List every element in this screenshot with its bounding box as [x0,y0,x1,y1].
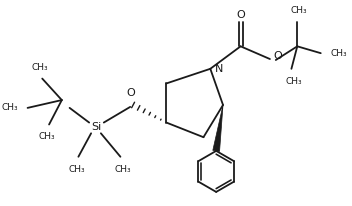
Text: O: O [127,88,136,98]
Text: CH₃: CH₃ [114,165,131,174]
Text: CH₃: CH₃ [39,132,56,141]
Text: CH₃: CH₃ [68,165,85,174]
Text: Si: Si [91,122,101,132]
Text: CH₃: CH₃ [285,77,302,86]
Polygon shape [213,105,223,151]
Text: CH₃: CH₃ [331,49,347,58]
Text: CH₃: CH₃ [1,103,18,112]
Text: O: O [236,10,245,20]
Text: CH₃: CH₃ [291,6,308,15]
Text: CH₃: CH₃ [32,63,49,72]
Text: N: N [215,64,224,74]
Text: O: O [274,51,283,61]
